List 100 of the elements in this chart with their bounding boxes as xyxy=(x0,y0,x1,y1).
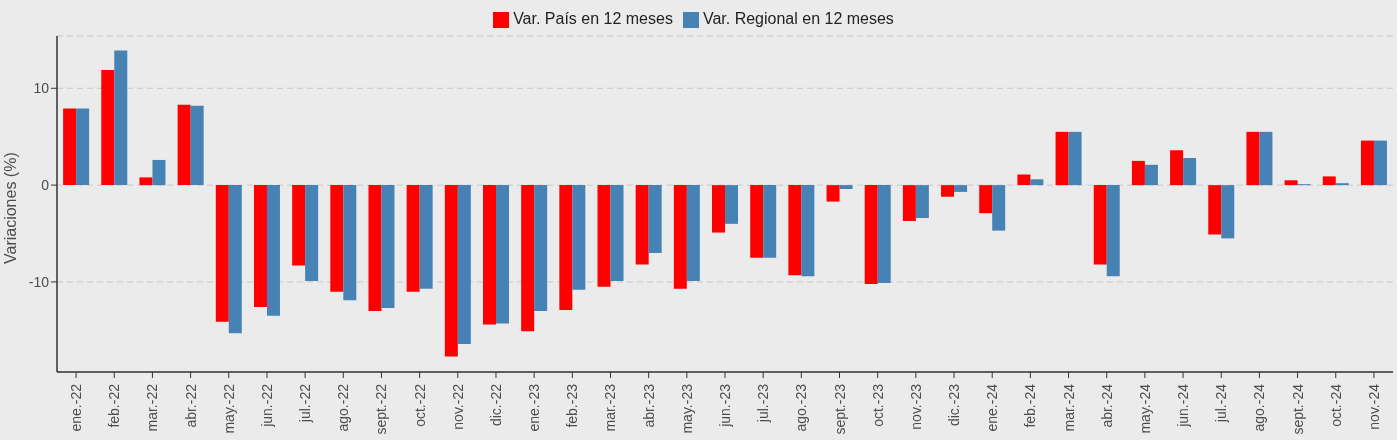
bar xyxy=(330,185,344,292)
x-tick-label: oct.-23 xyxy=(869,383,886,427)
y-tick-label: -10 xyxy=(28,273,50,290)
bar xyxy=(1183,158,1197,186)
x-tick-label: ene.-22 xyxy=(68,383,85,432)
x-tick-label: abr.-24 xyxy=(1098,383,1115,428)
bar xyxy=(305,185,319,281)
x-tick-label: may.-22 xyxy=(220,383,237,434)
bar xyxy=(1055,131,1069,186)
x-tick-label: mar.-22 xyxy=(144,383,161,432)
bar xyxy=(292,185,306,266)
bar xyxy=(763,185,777,258)
bar xyxy=(1259,131,1273,186)
bar xyxy=(534,185,548,311)
bar xyxy=(1170,150,1184,186)
bar xyxy=(1144,164,1158,186)
bar xyxy=(1208,185,1222,235)
x-tick-label: ene.-24 xyxy=(984,383,1001,432)
x-tick-label: jul.-24 xyxy=(1213,383,1230,424)
x-tick-label: jul.-22 xyxy=(297,383,314,424)
bar xyxy=(1068,131,1082,186)
bar xyxy=(482,185,496,325)
x-tick-label: sept.-22 xyxy=(373,383,390,435)
x-tick-label: oct.-22 xyxy=(411,383,428,427)
x-tick-label: mar.-24 xyxy=(1060,383,1077,432)
bar xyxy=(826,185,840,202)
x-tick-label: mar.-23 xyxy=(602,383,619,432)
x-tick-label: nov.-23 xyxy=(907,383,924,430)
bar xyxy=(877,185,891,283)
bar xyxy=(1284,180,1298,186)
bar xyxy=(253,185,267,308)
bar xyxy=(686,185,700,281)
bar xyxy=(266,185,280,316)
bar xyxy=(152,159,166,186)
bar xyxy=(1360,140,1374,186)
bar xyxy=(839,185,853,189)
bar xyxy=(215,185,229,322)
x-tick-label: sept.-23 xyxy=(831,383,848,435)
bar xyxy=(368,185,382,311)
bar xyxy=(177,104,191,186)
bar xyxy=(381,185,395,309)
x-tick-label: may.-23 xyxy=(678,383,695,434)
x-tick-label: jul.-23 xyxy=(755,383,772,424)
legend-label: Var. Regional en 12 meses xyxy=(702,10,894,27)
bar xyxy=(712,185,726,233)
x-tick-label: sept.-24 xyxy=(1289,383,1306,435)
x-tick-label: ene.-23 xyxy=(526,383,543,432)
legend-label: Var. País en 12 meses xyxy=(513,10,673,27)
bar xyxy=(725,185,739,224)
x-tick-label: nov.-24 xyxy=(1365,383,1382,430)
x-tick-label: ago.-23 xyxy=(793,383,810,432)
bar xyxy=(63,108,77,186)
bar xyxy=(228,185,242,334)
x-tick-label: jun.-22 xyxy=(258,383,275,428)
y-axis-title: Variaciones (%) xyxy=(1,152,19,264)
x-tick-label: feb.-22 xyxy=(106,383,123,428)
bar xyxy=(610,185,624,281)
bar xyxy=(1030,179,1044,186)
bar xyxy=(788,185,802,276)
bar xyxy=(114,50,128,186)
bar xyxy=(801,185,815,277)
bar xyxy=(1017,174,1031,186)
x-tick-label: jun.-23 xyxy=(717,383,733,428)
bar xyxy=(1246,131,1260,186)
bar xyxy=(572,185,586,290)
bar xyxy=(941,185,955,197)
bar xyxy=(750,185,764,258)
bar xyxy=(648,185,662,253)
bar xyxy=(954,185,968,192)
bar xyxy=(101,69,115,186)
y-tick-label: 10 xyxy=(33,80,50,97)
bar xyxy=(444,185,458,357)
bar xyxy=(559,185,573,311)
bar xyxy=(457,185,471,344)
bar xyxy=(419,185,433,289)
x-tick-label: feb.-24 xyxy=(1022,383,1039,428)
x-tick-label: jun.-24 xyxy=(1175,383,1192,428)
bar xyxy=(864,185,878,284)
bar xyxy=(406,185,420,292)
x-tick-label: ago.-22 xyxy=(335,383,352,432)
bar xyxy=(979,185,993,214)
bar xyxy=(673,185,687,289)
x-tick-label: abr.-22 xyxy=(182,383,199,428)
bar xyxy=(190,105,204,186)
bar xyxy=(495,185,509,324)
x-tick-label: abr.-23 xyxy=(640,383,657,428)
bar xyxy=(1322,176,1336,186)
bar xyxy=(597,185,611,287)
bar xyxy=(1221,185,1235,239)
bar xyxy=(902,185,916,221)
bar xyxy=(1373,140,1387,186)
bar xyxy=(1106,185,1120,277)
bar xyxy=(1093,185,1107,265)
bar xyxy=(521,185,535,332)
bar xyxy=(76,108,90,186)
x-tick-label: dic.-22 xyxy=(487,383,504,427)
x-tick-label: dic.-23 xyxy=(946,383,963,427)
bar xyxy=(992,185,1006,231)
x-tick-label: ago.-24 xyxy=(1251,383,1268,432)
x-tick-label: may.-24 xyxy=(1136,383,1153,434)
